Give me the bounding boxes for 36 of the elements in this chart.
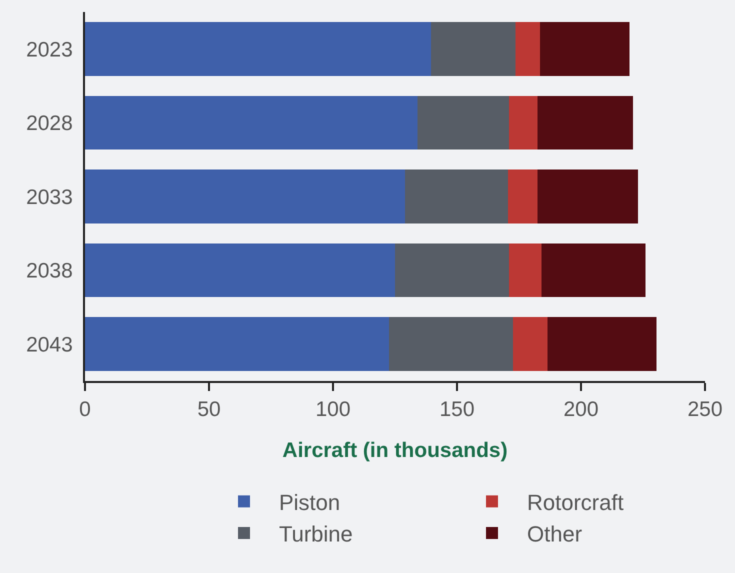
bar	[85, 317, 389, 372]
legend-label: Rotorcraft	[527, 490, 624, 516]
x-tick-label: 200	[563, 398, 599, 422]
bar	[85, 243, 395, 298]
bar	[509, 243, 542, 298]
bar	[541, 243, 646, 298]
x-axis-title: Aircraft (in thousands)	[282, 438, 508, 462]
bar	[538, 96, 634, 150]
legend-label: Turbine	[279, 522, 353, 547]
y-tick-label: 2033	[26, 186, 73, 209]
bar	[85, 170, 405, 224]
bar	[85, 22, 431, 76]
x-tick-label: 150	[439, 398, 475, 422]
bar	[388, 317, 513, 372]
bar	[540, 22, 630, 76]
bar	[85, 96, 418, 150]
legend-label: Piston	[279, 490, 340, 516]
bar	[512, 317, 548, 372]
bar	[538, 170, 638, 224]
bar	[395, 243, 510, 298]
y-tick-label: 2038	[26, 260, 73, 283]
x-tick-label: 0	[79, 398, 91, 422]
x-tick-label: 50	[197, 398, 221, 422]
bar	[430, 22, 516, 76]
bar	[509, 96, 538, 150]
y-tick-label: 2028	[26, 112, 73, 136]
x-tick-label: 100	[315, 398, 351, 422]
bar	[404, 170, 508, 224]
bar	[508, 170, 538, 224]
y-tick-label: 2043	[26, 333, 73, 356]
bar	[515, 22, 540, 76]
bar	[417, 96, 510, 150]
x-tick-label: 250	[687, 398, 723, 422]
y-tick-label: 2023	[26, 38, 73, 62]
bar	[548, 317, 657, 372]
legend-label: Other	[527, 522, 582, 547]
